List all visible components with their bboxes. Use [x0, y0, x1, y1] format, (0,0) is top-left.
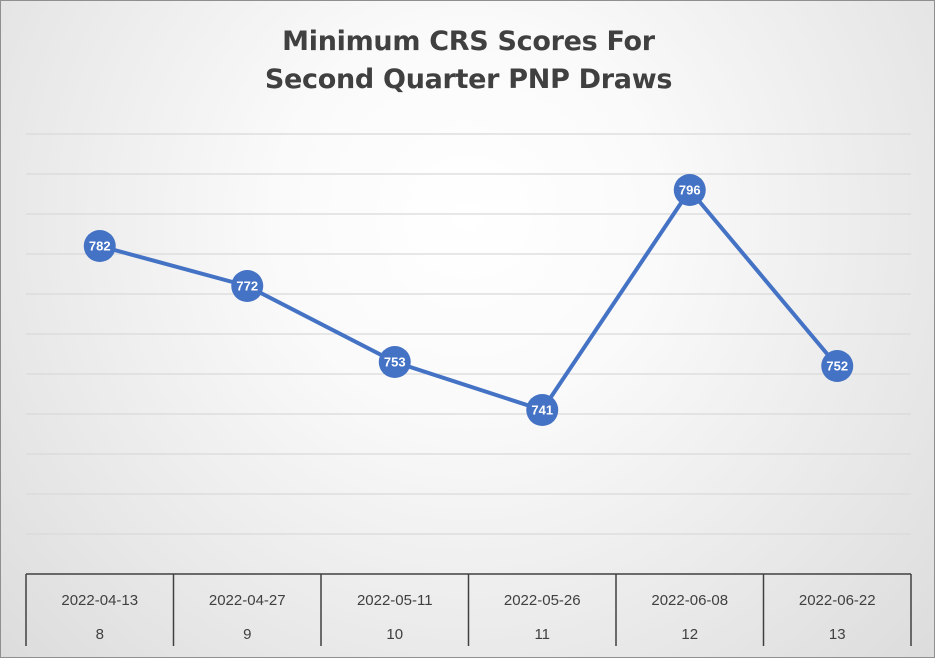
data-label: 741 [531, 403, 553, 418]
data-label: 782 [89, 239, 111, 254]
chart-title-line-2: Second Quarter PNP Draws [264, 64, 673, 95]
x-tick-label: 2022-05-11 [357, 592, 433, 609]
draw-number-label: 11 [534, 626, 550, 643]
draw-number-label: 9 [243, 626, 251, 643]
x-tick-label: 2022-04-13 [61, 592, 138, 609]
data-point-marker [83, 230, 116, 262]
data-point-marker [378, 346, 411, 378]
x-tick-label: 2022-06-22 [799, 592, 876, 609]
data-point-marker [526, 394, 559, 426]
gridlines [26, 133, 911, 535]
draw-number-label: 12 [681, 626, 698, 643]
data-point-marker [673, 174, 706, 206]
draw-number-label: 13 [829, 626, 846, 643]
chart-title: Minimum CRS Scores For Second Quarter PN… [1, 23, 934, 99]
draw-number-label: 8 [96, 626, 104, 643]
x-tick-label: 2022-05-26 [504, 592, 581, 609]
x-tick-label: 2022-04-27 [209, 592, 286, 609]
data-label: 753 [384, 355, 406, 370]
data-points: 782 772 753 741 796 752 [83, 174, 854, 426]
series-line [97, 188, 840, 412]
category-axis-table: 2022-04-13 8 2022-04-27 9 2022-05-11 10 2022-0… [25, 573, 912, 646]
data-label: 772 [236, 279, 258, 294]
data-point-marker [821, 350, 854, 382]
series-line-group [97, 188, 840, 412]
x-tick-label: 2022-06-08 [651, 592, 728, 609]
data-label: 796 [679, 183, 701, 198]
draw-number-label: 10 [386, 626, 403, 643]
data-label: 752 [826, 359, 848, 374]
chart-title-line-1: Minimum CRS Scores For [282, 26, 655, 57]
data-point-marker [231, 270, 264, 302]
